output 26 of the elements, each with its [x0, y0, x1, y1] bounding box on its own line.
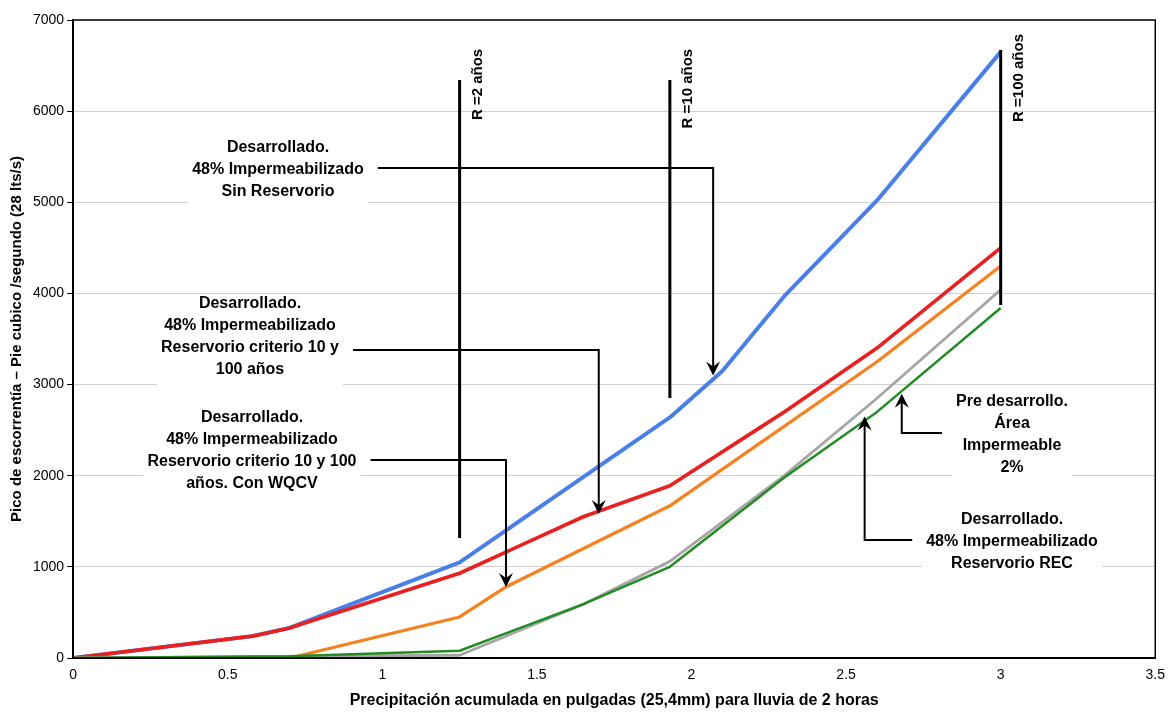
y-tick-label: 7000: [32, 10, 65, 27]
y-axis-title: Pico de escorrentía – Pie cubico /segundo (28 lts/s): [7, 156, 25, 522]
y-tick-label: 3000: [32, 375, 65, 392]
x-tick-label: 0.5: [218, 666, 238, 683]
x-tick-label: 2: [687, 666, 696, 683]
y-tick-label: 0: [56, 648, 65, 665]
annotation: Desarrollado. 48% Impermeabilizado Sin Reservorio: [192, 138, 365, 200]
annotation: Desarrollado. 48% Impermeabilizado Reservorio REC: [926, 510, 1099, 572]
annotation: Desarrollado. 48% Impermeabilizado Reservorio criterio 10 y 100 años: [161, 294, 340, 378]
annotation: R =100 años: [1008, 34, 1026, 122]
annotation: Pre desarrollo. Área Impermeable 2%: [955, 392, 1069, 476]
y-tick-label: 4000: [32, 284, 65, 301]
x-tick-label: 1.5: [527, 666, 547, 683]
x-tick-label: 0: [69, 666, 78, 683]
x-tick-label: 3: [996, 666, 1005, 683]
x-tick-label: 2.5: [836, 666, 857, 683]
x-axis-title: Precipitación acumulada en pulgadas (25,4mm) para lluvia de 2 horas: [349, 690, 879, 708]
annotation: Desarrollado. 48% Impermeabilizado Reservorio criterio 10 y 100 años. Con WQCV: [147, 408, 357, 492]
annotation: R =10 años: [678, 48, 695, 129]
x-tick-label: 1: [378, 666, 387, 683]
x-tick-label: 3.5: [1145, 666, 1166, 683]
annotation: R =2 años: [467, 48, 485, 121]
y-tick-label: 2000: [32, 466, 65, 483]
y-tick-label: 1000: [32, 557, 65, 574]
y-tick-label: 5000: [32, 193, 65, 210]
y-tick-label: 6000: [32, 102, 65, 118]
